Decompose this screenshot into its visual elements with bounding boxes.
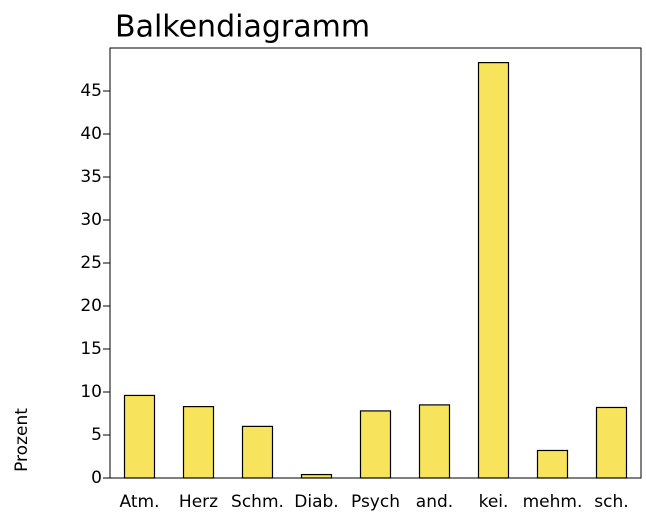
y-tick-label: 10 (80, 382, 102, 402)
y-tick-label: 45 (80, 81, 102, 101)
bar (123, 394, 156, 479)
y-tick-label: 20 (80, 296, 102, 316)
x-tick-label: Schm. (231, 492, 284, 512)
bar (595, 406, 628, 479)
bar (418, 404, 451, 479)
y-tick-label: 35 (80, 167, 102, 187)
y-tick-label: 30 (80, 210, 102, 230)
x-tick-label: Diab. (294, 492, 338, 512)
x-tick-label: mehm. (523, 492, 583, 512)
chart-title: Balkendiagramm (115, 10, 370, 45)
y-tick-label: 5 (91, 425, 102, 445)
bar (359, 410, 392, 479)
x-tick-label: sch. (594, 492, 628, 512)
x-tick-label: Psych (351, 492, 400, 512)
y-tick-label: 25 (80, 253, 102, 273)
x-tick-label: and. (416, 492, 453, 512)
y-tick-label: 40 (80, 124, 102, 144)
x-tick-label: Atm. (120, 492, 160, 512)
bar (477, 62, 510, 479)
x-tick-label: kei. (479, 492, 509, 512)
bar (300, 473, 333, 479)
y-tick-label: 0 (91, 468, 102, 488)
y-axis-label: Prozent (12, 408, 32, 472)
bar (536, 449, 569, 479)
bar (182, 406, 215, 479)
x-tick-label: Herz (179, 492, 218, 512)
bar (241, 425, 274, 479)
y-tick-label: 15 (80, 339, 102, 359)
